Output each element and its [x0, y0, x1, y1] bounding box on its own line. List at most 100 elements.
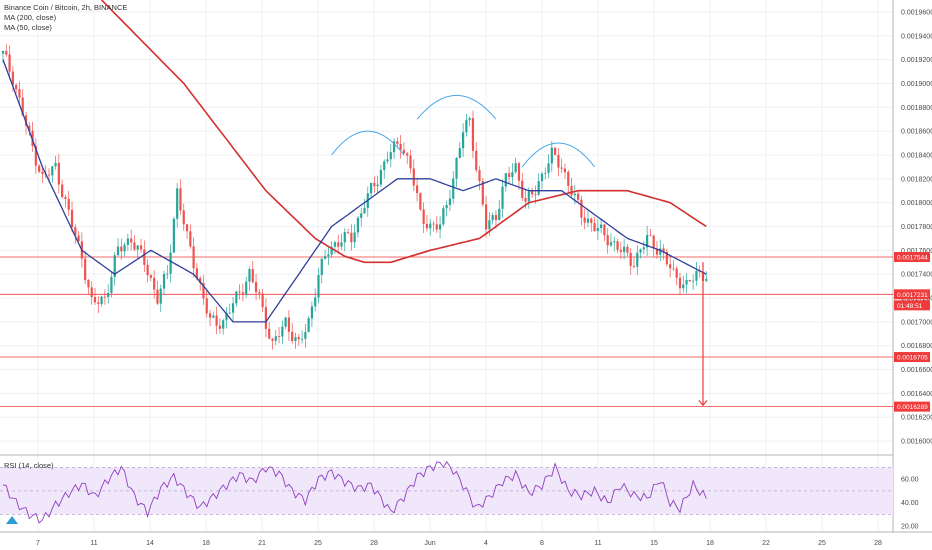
level-tag-label: 0.0016705: [897, 355, 928, 362]
candle-body: [514, 163, 517, 173]
horizontal-levels: [0, 256, 893, 408]
candle-body: [386, 159, 389, 162]
candle-body: [544, 172, 547, 174]
candle-body: [300, 338, 304, 340]
candle-body: [327, 254, 330, 257]
candle-body: [350, 232, 353, 243]
candle-body: [268, 328, 271, 339]
price-tick-label: 0.0018200: [901, 176, 932, 183]
candle-body: [655, 248, 659, 255]
candle-body: [130, 238, 133, 243]
candle-body: [695, 270, 698, 281]
candle-body: [458, 148, 461, 159]
candle-body: [57, 162, 60, 185]
candle-body: [281, 326, 284, 337]
candle-body: [314, 297, 317, 307]
candle-body: [254, 282, 258, 293]
rsi-tick-label: 60.00: [901, 477, 919, 484]
candle-body: [28, 125, 31, 131]
candle-body: [123, 244, 126, 252]
candle-body: [287, 317, 291, 332]
candle-body: [126, 238, 129, 245]
candle-body: [491, 215, 494, 221]
pattern-drawings: [331, 95, 708, 407]
moving-averages: [2, 0, 707, 323]
candle-body: [120, 246, 123, 252]
ma200-line: [101, 0, 707, 264]
candle-body: [156, 289, 159, 304]
candle-body: [438, 224, 442, 230]
price-tick-label: 0.0018600: [901, 129, 932, 136]
candle-body: [245, 281, 248, 295]
candle-body: [54, 162, 57, 167]
candle-body: [517, 163, 521, 181]
chart-title: Binance Coin / Bitcoin, 2h, BINANCE: [4, 3, 127, 12]
candle-body: [465, 119, 468, 133]
candle-body: [593, 222, 596, 232]
candle-body: [419, 193, 422, 210]
candle-body: [524, 198, 527, 202]
candle-body: [672, 268, 675, 270]
indicator-legend: MA (200, close): [4, 13, 57, 22]
candle-body: [248, 269, 251, 282]
candle-body: [521, 180, 524, 199]
rsi-line: [2, 460, 707, 524]
candle-body: [90, 287, 93, 298]
candle-body: [67, 198, 70, 210]
candle-body: [21, 97, 24, 116]
candle-body: [685, 280, 688, 285]
candle-body: [218, 325, 221, 329]
candle-body: [659, 248, 662, 255]
candle-body: [613, 241, 616, 243]
candle-body: [333, 242, 337, 247]
candle-body: [304, 332, 307, 339]
candle-body: [330, 246, 333, 255]
candle-body: [531, 191, 534, 195]
time-tick-label: 14: [146, 540, 154, 547]
candle-body: [47, 174, 51, 176]
candle-body: [116, 246, 120, 256]
candle-body: [504, 173, 507, 187]
candle-body: [537, 181, 540, 195]
target-arrow-head: [698, 399, 708, 407]
candles: [1, 44, 708, 350]
candle-body: [432, 223, 435, 225]
price-tick-label: 0.0016400: [901, 391, 932, 398]
candle-body: [307, 318, 310, 333]
candle-body: [337, 242, 340, 247]
candle-body: [353, 232, 356, 243]
price-tick-label: 0.0016800: [901, 343, 932, 350]
grid-lines: [0, 0, 932, 533]
candle-body: [429, 223, 432, 229]
time-tick-label: Jun: [424, 540, 435, 547]
candle-body: [452, 178, 455, 199]
candle-body: [425, 223, 429, 229]
countdown-tag: [894, 300, 930, 311]
candle-body: [379, 169, 383, 185]
candle-body: [317, 275, 320, 298]
rsi-legend: RSI (14, close): [4, 461, 54, 470]
candle-body: [508, 173, 511, 178]
price-tick-label: 0.0018400: [901, 152, 932, 159]
candle-body: [468, 118, 471, 120]
candle-body: [323, 256, 327, 259]
price-tick-label: 0.0016000: [901, 439, 932, 446]
candle-body: [103, 296, 106, 298]
candle-body: [406, 153, 409, 156]
time-tick-label: 28: [874, 540, 882, 547]
candle-body: [412, 168, 415, 186]
head-shoulders-arc: [521, 142, 595, 168]
candle-body: [600, 224, 603, 229]
candle-body: [15, 84, 18, 90]
candle-body: [110, 276, 113, 294]
candle-body: [396, 141, 399, 144]
indicator-legend: MA (50, close): [4, 23, 52, 32]
candle-body: [573, 193, 576, 196]
candle-body: [389, 152, 392, 160]
candle-body: [662, 248, 665, 252]
candle-body: [166, 273, 169, 275]
candle-body: [399, 143, 402, 150]
price-tick-label: 0.0019600: [901, 9, 932, 16]
candle-body: [107, 293, 110, 298]
candle-body: [61, 184, 64, 198]
